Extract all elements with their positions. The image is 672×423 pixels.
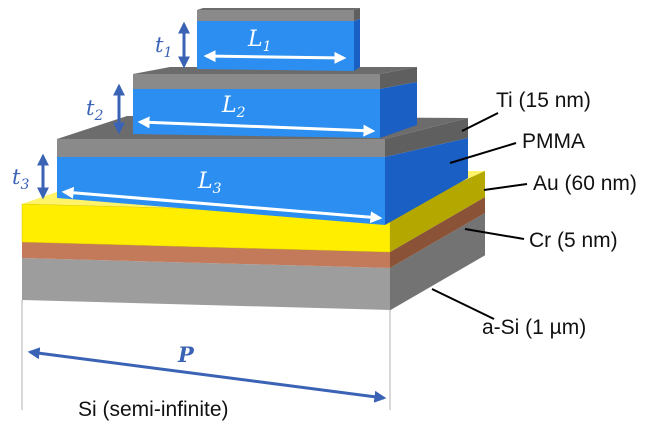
au-label: Au (60 nm) [533, 172, 637, 195]
asi-label: a-Si (1 µm) [482, 316, 586, 339]
t2-label: t2 [86, 96, 103, 124]
period-label: P [177, 342, 195, 367]
au-leader [484, 184, 527, 190]
t3-label: t3 [12, 165, 29, 193]
t1-label: t1 [155, 33, 172, 61]
period-arrow [30, 352, 384, 398]
cr-label: Cr (5 nm) [529, 229, 618, 252]
si-label: Si (semi-infinite) [78, 398, 229, 421]
pmma-label: PMMA [522, 130, 585, 153]
ti-label: Ti (15 nm) [496, 89, 591, 112]
top-resonator-block [197, 8, 360, 71]
l1-arrow [206, 56, 344, 58]
asi-leader [432, 289, 494, 319]
